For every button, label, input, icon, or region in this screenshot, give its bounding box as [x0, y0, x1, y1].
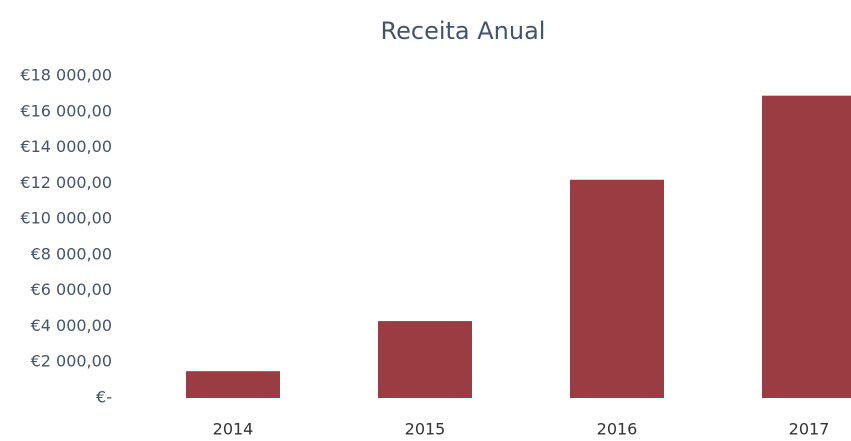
y-tick-label: €-: [96, 388, 112, 407]
bar: [378, 321, 472, 398]
x-tick-label: 2014: [213, 420, 254, 439]
x-tick-label: 2016: [597, 420, 638, 439]
y-tick-label: €8 000,00: [31, 244, 112, 263]
bar: [570, 179, 664, 398]
bar: [762, 95, 851, 398]
y-tick-label: €6 000,00: [31, 280, 112, 299]
bar: [186, 371, 280, 398]
y-tick-label: €4 000,00: [31, 316, 112, 335]
y-tick-label: €18 000,00: [20, 66, 112, 85]
x-tick-label: 2017: [789, 420, 830, 439]
y-tick-label: €10 000,00: [20, 209, 112, 228]
y-tick-label: €14 000,00: [20, 137, 112, 156]
y-tick-label: €12 000,00: [20, 173, 112, 192]
x-tick-label: 2015: [405, 420, 446, 439]
chart-title: Receita Anual: [381, 17, 546, 45]
y-tick-label: €16 000,00: [20, 101, 112, 120]
y-tick-label: €2 000,00: [31, 352, 112, 371]
